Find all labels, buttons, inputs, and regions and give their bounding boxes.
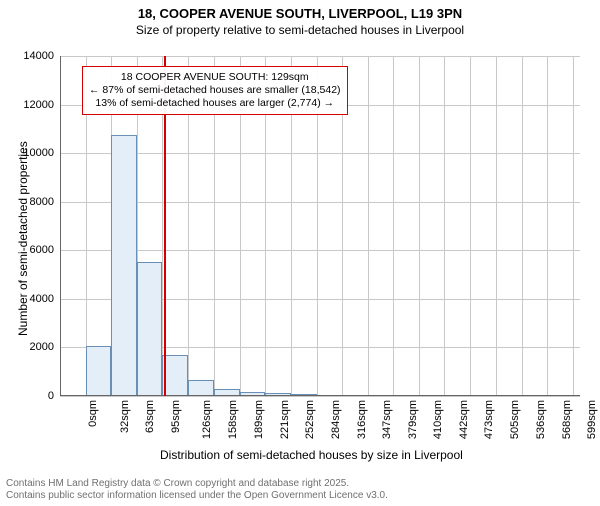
x-axis-line — [60, 395, 580, 396]
x-tick-label: 505sqm — [509, 400, 521, 439]
footer-attribution: Contains HM Land Registry data © Crown c… — [6, 478, 388, 502]
y-tick-label: 4000 — [30, 293, 60, 305]
gridline-vertical — [522, 56, 523, 396]
gridline-vertical — [496, 56, 497, 396]
x-tick-label: 0sqm — [87, 400, 99, 427]
y-tick-label: 6000 — [30, 244, 60, 256]
y-tick-label: 12000 — [23, 99, 60, 111]
annotation-line: 13% of semi-detached houses are larger (… — [89, 97, 341, 110]
x-tick-label: 536sqm — [535, 400, 547, 439]
x-tick-label: 126sqm — [202, 400, 214, 439]
chart-subtitle: Size of property relative to semi-detach… — [0, 23, 600, 39]
histogram-bar — [111, 135, 137, 396]
x-tick-label: 158sqm — [228, 400, 240, 439]
x-tick-label: 95sqm — [170, 400, 182, 433]
annotation-line: 18 COOPER AVENUE SOUTH: 129sqm — [89, 71, 341, 84]
footer-line: Contains HM Land Registry data © Crown c… — [6, 478, 388, 490]
x-tick-label: 410sqm — [432, 400, 444, 439]
y-tick-label: 8000 — [30, 196, 60, 208]
x-tick-label: 221sqm — [279, 400, 291, 439]
x-axis-label: Distribution of semi-detached houses by … — [160, 448, 463, 462]
x-tick-label: 379sqm — [407, 400, 419, 439]
x-tick-label: 473sqm — [483, 400, 495, 439]
x-tick-label: 189sqm — [253, 400, 265, 439]
x-tick-label: 252sqm — [304, 400, 316, 439]
gridline-vertical — [444, 56, 445, 396]
chart-container: 18, COOPER AVENUE SOUTH, LIVERPOOL, L19 … — [0, 6, 600, 506]
annotation-line: ← 87% of semi-detached houses are smalle… — [89, 84, 341, 97]
x-tick-label: 568sqm — [561, 400, 573, 439]
histogram-bar — [137, 262, 162, 396]
gridline-vertical — [419, 56, 420, 396]
y-tick-label: 2000 — [30, 341, 60, 353]
histogram-bar — [162, 355, 188, 396]
gridline-vertical — [470, 56, 471, 396]
y-tick-label: 0 — [48, 390, 60, 402]
gridline-vertical — [368, 56, 369, 396]
y-axis-line — [60, 56, 61, 396]
property-annotation: 18 COOPER AVENUE SOUTH: 129sqm← 87% of s… — [82, 66, 348, 115]
chart-title: 18, COOPER AVENUE SOUTH, LIVERPOOL, L19 … — [0, 6, 600, 23]
histogram-bar — [86, 346, 111, 396]
gridline-vertical — [393, 56, 394, 396]
x-tick-label: 599sqm — [586, 400, 598, 439]
x-tick-label: 32sqm — [119, 400, 131, 433]
histogram-bar — [188, 380, 213, 396]
y-tick-label: 14000 — [23, 50, 60, 62]
plot-area: 020004000600080001000012000140000sqm32sq… — [60, 56, 580, 396]
x-tick-label: 63sqm — [144, 400, 156, 433]
gridline-vertical — [573, 56, 574, 396]
gridline-horizontal — [60, 396, 580, 397]
x-tick-label: 284sqm — [330, 400, 342, 439]
y-axis-label: Number of semi-detached properties — [16, 141, 30, 336]
x-tick-label: 316sqm — [356, 400, 368, 439]
gridline-vertical — [547, 56, 548, 396]
footer-line: Contains public sector information licen… — [6, 490, 388, 502]
x-tick-label: 442sqm — [458, 400, 470, 439]
x-tick-label: 347sqm — [381, 400, 393, 439]
